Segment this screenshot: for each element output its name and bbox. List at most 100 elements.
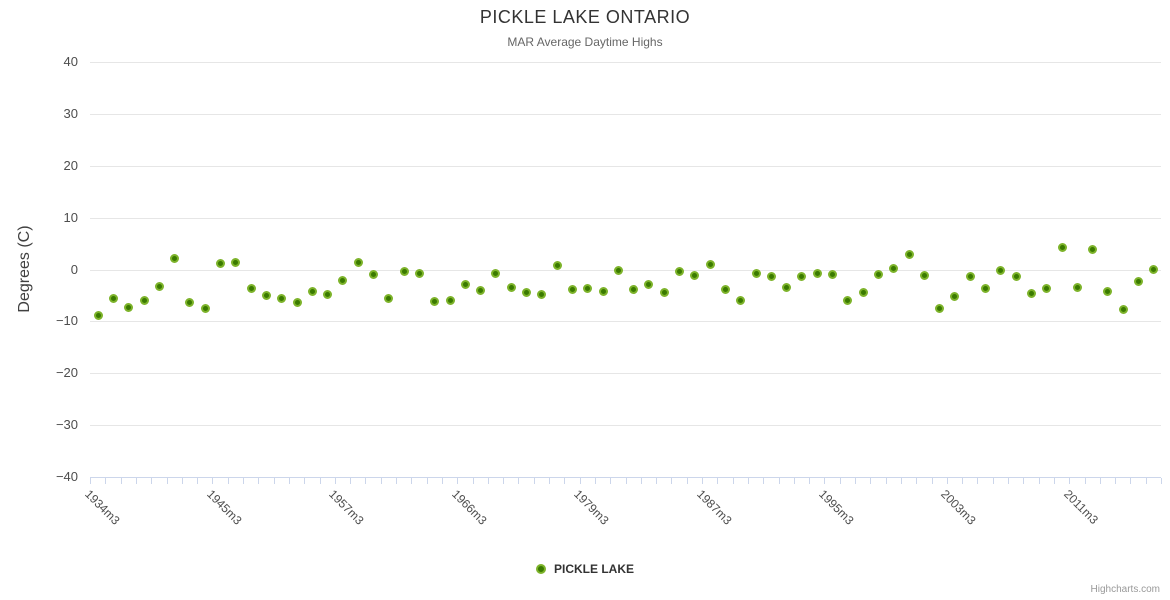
- x-axis-tick: [258, 478, 260, 484]
- data-point[interactable]: [567, 284, 577, 294]
- x-axis-tick: [273, 478, 275, 484]
- data-point[interactable]: [476, 285, 486, 295]
- x-axis-tick: [365, 478, 367, 484]
- legend-marker-icon: [535, 564, 546, 574]
- gridline: [90, 217, 1161, 219]
- x-axis-tick: [763, 478, 765, 484]
- data-point[interactable]: [919, 271, 929, 281]
- data-point[interactable]: [522, 288, 532, 298]
- data-point[interactable]: [935, 303, 945, 313]
- legend-item-pickle-lake[interactable]: PICKLE LAKE: [0, 562, 1170, 576]
- data-point[interactable]: [170, 254, 180, 264]
- x-axis-tick: [1069, 478, 1071, 484]
- gridline: [90, 425, 1161, 427]
- data-point[interactable]: [889, 263, 899, 273]
- data-point[interactable]: [720, 284, 730, 294]
- x-axis-tick-label: 1979m3: [571, 487, 612, 528]
- data-point[interactable]: [904, 249, 914, 259]
- data-point[interactable]: [965, 272, 975, 282]
- data-point[interactable]: [277, 293, 287, 303]
- data-point[interactable]: [996, 266, 1006, 276]
- data-point[interactable]: [399, 267, 409, 277]
- data-point[interactable]: [583, 284, 593, 294]
- data-point[interactable]: [93, 310, 103, 320]
- data-point[interactable]: [430, 297, 440, 307]
- x-axis-tick-label: 2003m3: [938, 487, 980, 528]
- data-point[interactable]: [292, 298, 302, 308]
- data-point[interactable]: [675, 267, 685, 277]
- data-point[interactable]: [246, 284, 256, 294]
- x-axis-tick: [135, 478, 137, 484]
- data-point[interactable]: [828, 270, 838, 280]
- data-point[interactable]: [491, 268, 501, 278]
- y-axis-tick-label: −10: [55, 313, 78, 329]
- data-point[interactable]: [736, 296, 746, 306]
- data-point[interactable]: [139, 296, 149, 306]
- data-point[interactable]: [843, 296, 853, 306]
- data-point[interactable]: [369, 269, 379, 279]
- data-point[interactable]: [950, 291, 960, 301]
- data-point[interactable]: [858, 288, 868, 298]
- x-axis-tick: [90, 478, 91, 484]
- data-point[interactable]: [552, 260, 562, 270]
- x-axis-tick-label: 1966m3: [448, 487, 490, 528]
- x-axis-tick-label: 2011m3: [1060, 487, 1101, 527]
- data-point[interactable]: [644, 280, 654, 290]
- credits-link[interactable]: Highcharts.com: [1090, 584, 1160, 595]
- x-axis-tick-label: 1934m3: [81, 487, 123, 528]
- data-point[interactable]: [751, 269, 761, 279]
- data-point[interactable]: [384, 293, 394, 303]
- data-point[interactable]: [1134, 276, 1144, 286]
- data-point[interactable]: [1149, 264, 1159, 274]
- data-point[interactable]: [323, 290, 333, 300]
- x-axis-tick: [1084, 478, 1086, 484]
- data-point[interactable]: [460, 280, 470, 290]
- data-point[interactable]: [124, 303, 134, 313]
- data-point[interactable]: [1026, 288, 1036, 298]
- x-axis-tick: [487, 478, 489, 484]
- data-point[interactable]: [1118, 305, 1128, 315]
- data-point[interactable]: [537, 289, 547, 299]
- data-point[interactable]: [1088, 245, 1098, 255]
- data-point[interactable]: [1057, 243, 1067, 253]
- chart-title: PICKLE LAKE ONTARIO: [479, 7, 691, 27]
- data-point[interactable]: [338, 276, 348, 286]
- data-point[interactable]: [629, 285, 639, 295]
- data-point[interactable]: [1011, 272, 1021, 282]
- data-point[interactable]: [659, 288, 669, 298]
- data-point[interactable]: [216, 258, 226, 268]
- data-point[interactable]: [185, 297, 195, 307]
- data-point[interactable]: [782, 283, 792, 293]
- data-point[interactable]: [154, 282, 164, 292]
- data-point[interactable]: [108, 294, 118, 304]
- data-point[interactable]: [705, 259, 715, 269]
- data-point[interactable]: [690, 271, 700, 281]
- data-point[interactable]: [873, 269, 883, 279]
- data-point[interactable]: [445, 295, 455, 305]
- data-point[interactable]: [812, 269, 822, 279]
- data-point[interactable]: [200, 304, 210, 314]
- data-point[interactable]: [981, 284, 991, 294]
- data-point[interactable]: [414, 269, 424, 279]
- data-point[interactable]: [613, 265, 623, 275]
- x-axis-tick: [1161, 478, 1162, 484]
- x-axis-tick: [870, 478, 872, 484]
- x-axis-tick: [809, 478, 811, 484]
- x-axis-tick: [900, 478, 902, 484]
- data-point[interactable]: [506, 283, 516, 293]
- x-axis-tick: [977, 478, 979, 484]
- x-axis-tick: [396, 478, 397, 484]
- x-axis-tick: [350, 478, 352, 484]
- data-point[interactable]: [797, 271, 807, 281]
- data-point[interactable]: [307, 287, 317, 297]
- data-point[interactable]: [261, 291, 271, 301]
- data-point[interactable]: [1103, 287, 1113, 297]
- data-point[interactable]: [353, 258, 363, 268]
- data-point[interactable]: [1072, 283, 1082, 293]
- data-point[interactable]: [766, 272, 776, 282]
- x-axis-tick: [1115, 478, 1117, 484]
- data-point[interactable]: [1042, 284, 1052, 294]
- data-point[interactable]: [231, 257, 241, 267]
- data-point[interactable]: [598, 287, 608, 297]
